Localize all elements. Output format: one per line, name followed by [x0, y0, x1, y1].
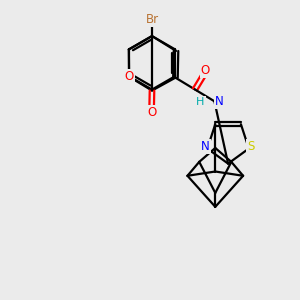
- Text: O: O: [124, 70, 134, 83]
- Text: H: H: [196, 97, 205, 107]
- Text: N: N: [201, 140, 210, 153]
- Text: O: O: [201, 64, 210, 77]
- Text: Br: Br: [146, 13, 158, 26]
- Text: O: O: [147, 106, 156, 119]
- Text: S: S: [247, 140, 254, 153]
- Text: N: N: [215, 95, 224, 108]
